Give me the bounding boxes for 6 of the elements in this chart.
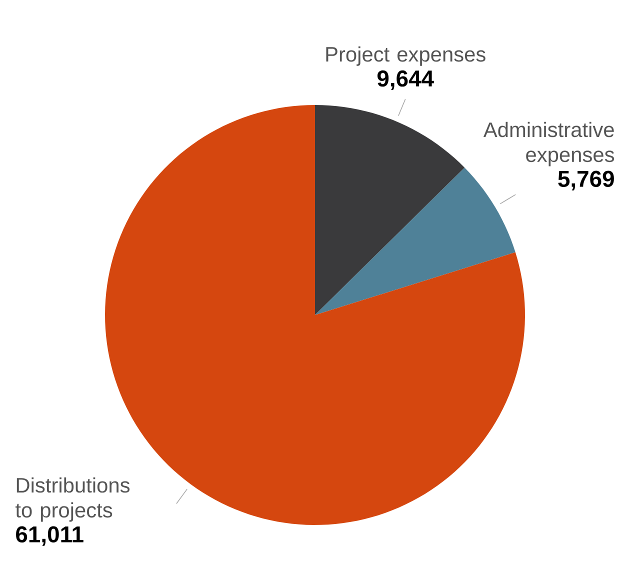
data-label: 9,644 (377, 70, 434, 90)
data-label: 5,769 (558, 170, 614, 190)
slice-label: Administrative expenses (483, 122, 614, 166)
slice-label: Project expenses (326, 46, 486, 66)
data-label: 61,011 (16, 526, 84, 546)
slice-label: Distributions to projects (16, 477, 130, 522)
